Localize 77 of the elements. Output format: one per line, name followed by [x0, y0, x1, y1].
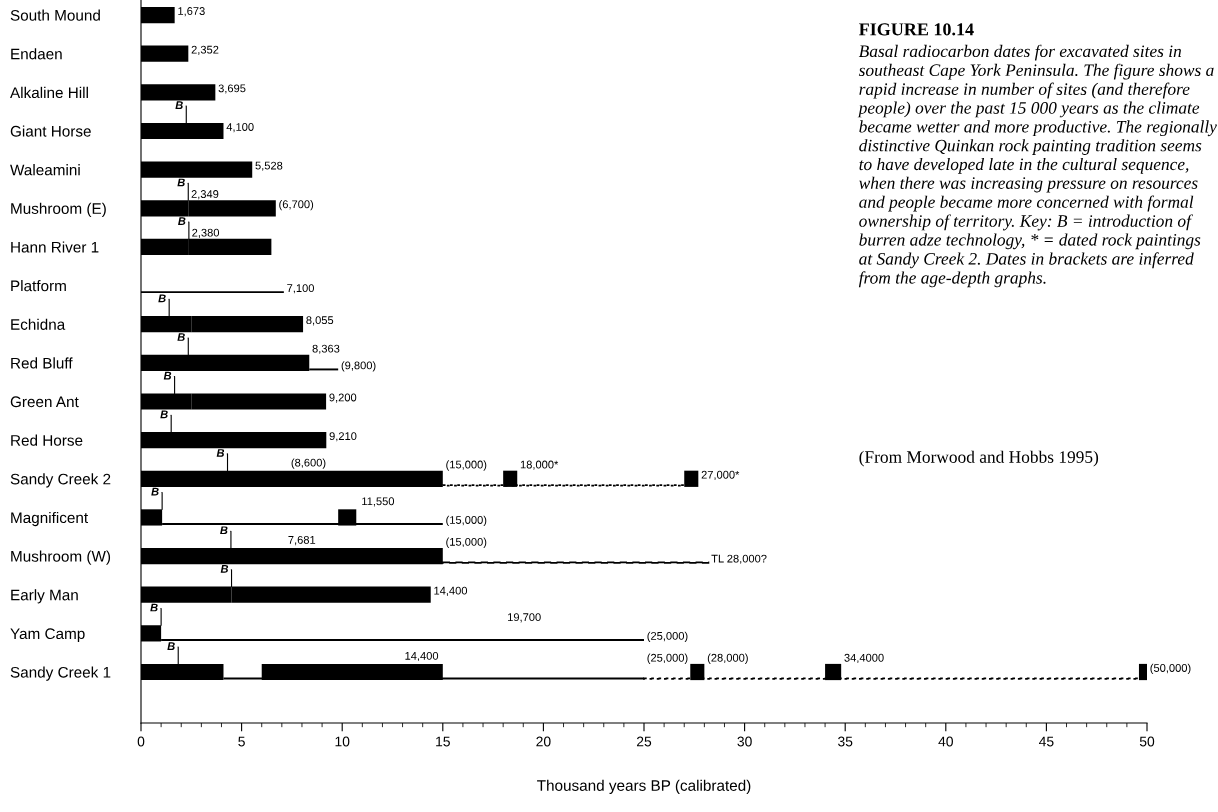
annotation: B — [163, 371, 172, 380]
annotation: B — [151, 487, 159, 496]
annotation: (8,600) — [291, 458, 326, 469]
x-axis-title: Thousand years BP (calibrated) — [537, 779, 751, 794]
annotation: B — [216, 449, 225, 457]
annotation: (9,800) — [341, 361, 376, 372]
annotation: 14,400 — [405, 651, 439, 662]
annotation: 2,380 — [192, 228, 220, 238]
x-tick-label: 45 — [1039, 736, 1054, 747]
x-tick-label: 20 — [536, 736, 551, 747]
y-tick-label: Magnificent — [11, 511, 89, 527]
annotation: B — [160, 410, 168, 419]
y-tick-label: Sandy Creek 2 — [10, 473, 111, 488]
annotation: B — [167, 642, 175, 650]
annotation: 8,055 — [306, 316, 334, 326]
annotation: 8,363 — [312, 344, 340, 354]
annotation: (25,000) — [647, 631, 688, 643]
x-tick-label: 30 — [737, 736, 752, 747]
annotation: (50,000) — [1150, 663, 1191, 675]
annotation: 11,550 — [362, 497, 395, 507]
annotation: (15,000) — [446, 515, 487, 527]
y-tick-label: Echidna — [11, 318, 66, 330]
text: Basal radiocarbon dates for excavated sites in southeast Cape York Peninsula. The figure shows a rapid increase in number of sites (and therefore people) over the past 15 000 years as the climate became wetter and more productive. The regionally distinctive Quinkan rock painting tradition seems to have developed late in the cultural sequence, when there was increasing pressure on resources and people became more concerned with formal ownership of territory. Key: B = introduction of burren adze technology, * = dated rock paintings at Sandy Creek 2. Dates in brackets are inferred from the age-depth graphs. — [857, 44, 1217, 288]
annotation: B — [177, 333, 185, 341]
annotation: 2,349 — [191, 190, 219, 200]
annotation: 19,700 — [508, 613, 541, 623]
annotation: 7,100 — [287, 284, 314, 294]
x-tick-label: 35 — [838, 736, 853, 747]
annotation: (15,000) — [446, 537, 487, 548]
annotation: (15,000) — [446, 460, 487, 471]
x-tick-label: 0 — [137, 736, 145, 747]
annotation: TL 28,000? — [711, 554, 767, 564]
y-tick-label: Red Bluff — [11, 357, 73, 369]
y-tick-label: Waleamini — [10, 164, 80, 176]
annotation: 34,4000 — [844, 653, 884, 664]
annotation: 7,681 — [288, 535, 316, 546]
annotation: B — [177, 178, 185, 187]
annotation: B — [158, 294, 166, 303]
annotation: B — [178, 217, 186, 225]
x-tick-label: 10 — [335, 736, 350, 747]
y-tick-label: Green Ant — [10, 396, 79, 408]
annotation: (6,700) — [279, 200, 314, 211]
annotation: 18,000* — [520, 460, 559, 470]
y-tick-label: Alkaline Hill — [10, 86, 88, 99]
y-tick-label: Sandy Creek 1 — [10, 666, 111, 681]
annotation: (28,000) — [707, 653, 748, 664]
text: FIGURE 10.14 — [859, 23, 974, 36]
y-tick-label: Yam Camp — [10, 628, 85, 643]
annotation: B — [150, 603, 158, 612]
annotation: B — [175, 101, 183, 109]
y-tick-label: Giant Horse — [10, 125, 91, 137]
y-tick-label: South Mound — [10, 9, 100, 21]
y-tick-label: Hann River 1 — [11, 241, 99, 253]
x-tick-label: 5 — [238, 736, 245, 747]
annotation: 9,200 — [329, 393, 357, 403]
annotation: B — [220, 526, 228, 535]
y-tick-label: Early Man — [11, 589, 78, 604]
y-tick-label: Mushroom (E) — [11, 202, 106, 217]
annotation: (25,000) — [647, 653, 688, 664]
y-tick-label: Endaen — [11, 48, 62, 60]
x-tick-label: 25 — [636, 736, 652, 747]
y-tick-label: Red Horse — [11, 434, 83, 446]
annotation: 9,210 — [329, 432, 357, 442]
x-tick-label: 40 — [938, 736, 953, 747]
y-tick-label: Platform — [11, 280, 66, 292]
annotation: B — [220, 565, 229, 573]
annotation: 2,352 — [191, 45, 219, 55]
annotation: 4,100 — [226, 123, 254, 133]
annotation: 1,673 — [178, 7, 205, 17]
annotation: 27,000* — [701, 470, 740, 480]
annotation: 5,528 — [255, 161, 283, 171]
annotation: 14,400 — [434, 586, 468, 596]
y-tick-label: Mushroom (W) — [11, 550, 111, 565]
x-tick-label: 15 — [436, 736, 450, 747]
annotation: (From Morwood and Hobbs 1995) — [859, 450, 1099, 467]
annotation: 3,695 — [218, 84, 246, 94]
x-tick-label: 50 — [1139, 736, 1155, 747]
